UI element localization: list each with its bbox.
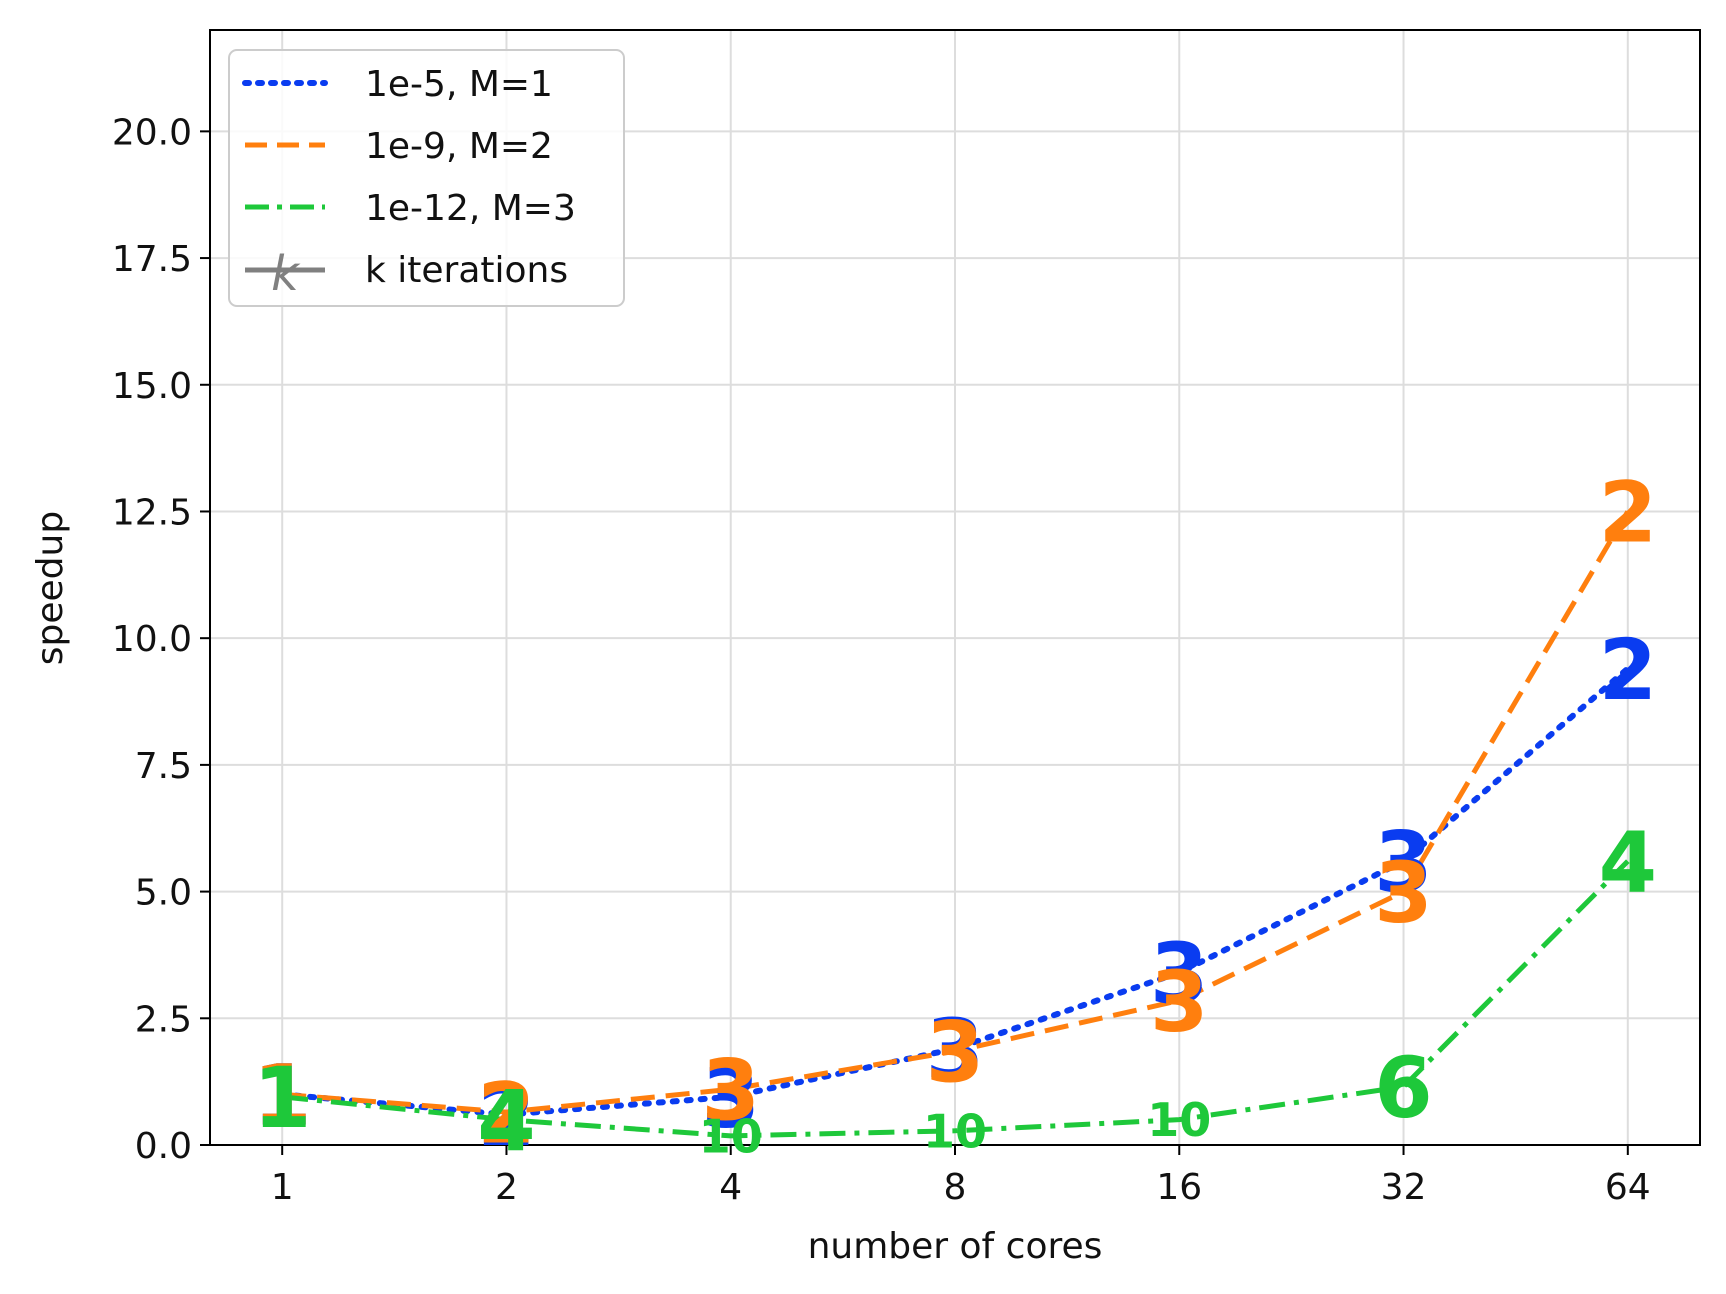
iteration-label-series-0: 2 [1599,621,1657,719]
svg-text:k: k [271,246,301,302]
x-tick-label: 4 [719,1167,742,1208]
iteration-label-series-0: 3 [1374,813,1432,911]
iteration-label-series-1: 3 [702,1041,760,1139]
x-axis-label: number of cores [808,1226,1103,1267]
x-tick-label: 2 [495,1167,518,1208]
iteration-label-series-1: 3 [1374,844,1432,942]
y-tick-label: 15.0 [112,366,192,407]
y-tick-label: 10.0 [112,619,192,660]
iteration-label-series-1: 3 [1150,953,1208,1051]
iteration-label-series-2: 10 [699,1109,763,1163]
legend-label-series-1: 1e-9, M=2 [365,126,553,167]
legend-label-k-iterations: k iterations [365,250,568,291]
iteration-label-series-2: 4 [1599,813,1657,911]
iteration-label-series-1: 1 [253,1047,311,1145]
y-axis-label: speedup [30,511,71,665]
iteration-label-series-1: 3 [926,1003,984,1101]
legend: 1e-5, M=1 1e-9, M=2 1e-12, M=3 k k itera… [228,49,625,307]
series-line-1 [282,510,1630,1115]
iteration-label-series-0: 3 [1150,925,1208,1023]
x-tick-label: 64 [1605,1167,1651,1208]
x-tick-label: 1 [271,1167,294,1208]
iteration-label-series-2: 10 [1147,1093,1211,1147]
series-lines [279,510,1631,1139]
y-tick-label: 20.0 [112,112,192,153]
y-tick-label: 2.5 [135,999,192,1040]
x-tick-label: 8 [944,1167,967,1208]
series-line-2 [281,859,1630,1139]
y-tick-label: 5.0 [135,873,192,914]
legend-label-series-0: 1e-5, M=1 [365,64,553,105]
iteration-label-series-2: 6 [1374,1039,1432,1137]
x-tick-label: 16 [1156,1167,1202,1208]
legend-swatch-k-iterations: k [245,246,325,302]
iteration-label-series-2: 4 [477,1072,535,1170]
y-tick-label: 12.5 [112,492,192,533]
y-tick-label: 0.0 [135,1126,192,1167]
x-tick-label: 32 [1381,1167,1427,1208]
grid-lines [210,30,1700,1146]
series-line-0 [279,665,1631,1118]
iteration-label-series-0: 3 [926,1001,984,1099]
iteration-label-series-0: 1 [253,1047,311,1145]
iteration-label-series-1: 2 [1599,464,1657,562]
y-tick-label: 7.5 [135,746,192,787]
iteration-label-series-0: 3 [702,1049,760,1147]
axis-ticks: 1 2 4 8 16 32 640.02.55.07.510.012.515.017.520… [112,112,1651,1208]
y-tick-label: 17.5 [112,239,192,280]
iteration-label-series-2: 1 [253,1049,311,1147]
legend-label-series-2: 1e-12, M=3 [365,188,576,229]
legend-box [228,49,625,307]
